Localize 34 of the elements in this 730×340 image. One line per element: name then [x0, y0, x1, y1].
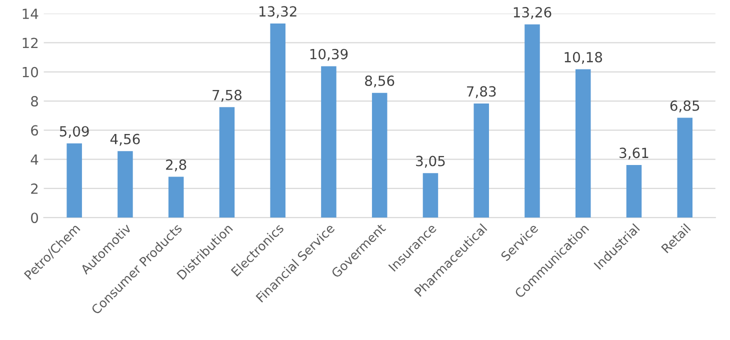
y-tick-label: 2	[31, 183, 38, 194]
bar	[677, 118, 693, 218]
data-label: 3,05	[416, 156, 445, 168]
bar	[321, 66, 336, 218]
bar	[575, 69, 591, 218]
y-tick-label: 8	[31, 96, 38, 107]
data-label: 7,58	[212, 90, 242, 102]
data-label: 7,83	[467, 86, 496, 98]
bar	[219, 107, 235, 218]
bar	[270, 24, 286, 218]
data-label: 10,18	[564, 52, 602, 64]
y-tick-label: 6	[31, 125, 38, 136]
data-label: 13,26	[514, 7, 552, 19]
bar	[626, 164, 642, 218]
data-label: 10,39	[310, 48, 348, 61]
data-label: 2,8	[166, 159, 186, 172]
bar	[168, 176, 184, 218]
data-label: 8,56	[365, 76, 394, 88]
bar	[422, 173, 438, 218]
y-tick-label: 12	[22, 38, 38, 48]
data-label: 5,09	[60, 126, 89, 138]
bar	[524, 24, 540, 218]
data-label: 3,61	[620, 148, 648, 160]
bar	[372, 92, 388, 218]
data-label: 6,85	[670, 100, 700, 112]
y-tick-label: 4	[30, 154, 38, 165]
bar	[118, 151, 133, 218]
y-tick-label: 0	[31, 212, 38, 224]
data-label: 4,56	[110, 134, 140, 146]
data-label: 13,32	[259, 6, 296, 18]
bar	[474, 104, 489, 218]
y-tick-label: 10	[22, 66, 38, 78]
y-tick-label: 14	[22, 8, 38, 19]
bar	[66, 143, 82, 218]
